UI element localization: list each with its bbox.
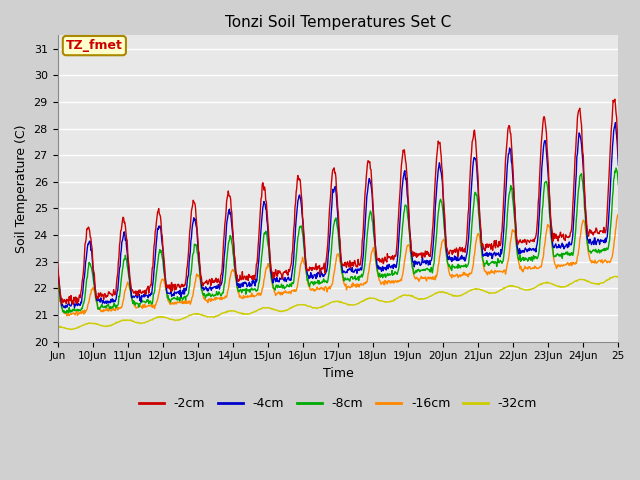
Y-axis label: Soil Temperature (C): Soil Temperature (C) bbox=[15, 124, 28, 252]
X-axis label: Time: Time bbox=[323, 367, 353, 380]
Text: TZ_fmet: TZ_fmet bbox=[66, 39, 123, 52]
Title: Tonzi Soil Temperatures Set C: Tonzi Soil Temperatures Set C bbox=[225, 15, 451, 30]
Legend: -2cm, -4cm, -8cm, -16cm, -32cm: -2cm, -4cm, -8cm, -16cm, -32cm bbox=[134, 392, 542, 415]
